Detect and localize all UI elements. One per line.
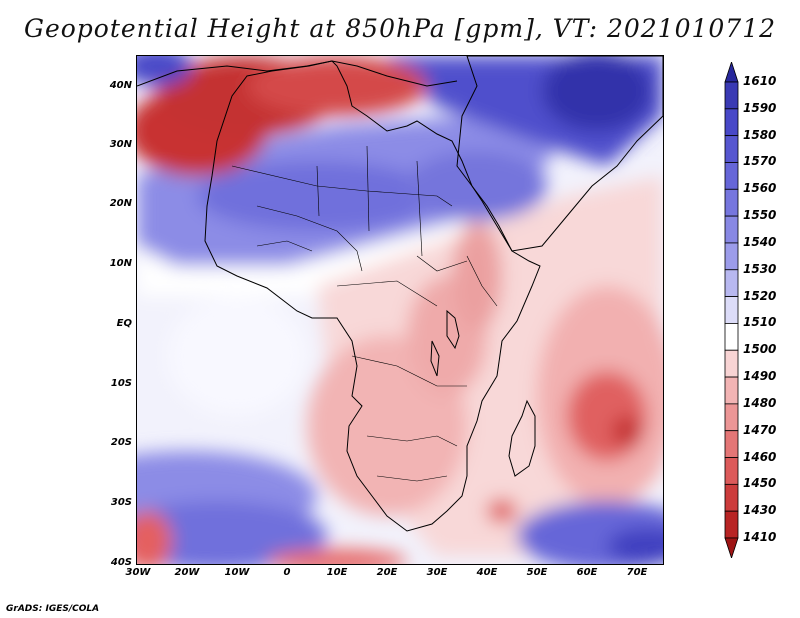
colorbar-label: 1510 [743, 315, 777, 330]
lon-label: 70E [626, 567, 648, 578]
colorbar-swatch [724, 537, 739, 558]
lon-label: 30E [426, 567, 448, 578]
colorbar-label: 1540 [743, 234, 777, 249]
colorbar-swatch [724, 81, 739, 110]
colorbar-label: 1490 [743, 369, 777, 384]
colorbar-swatch [724, 376, 739, 405]
colorbar-swatch [724, 188, 739, 217]
arabia-asia-coastline [456, 56, 663, 252]
colorbar-swatch [724, 483, 739, 512]
lon-label: 50E [526, 567, 548, 578]
colorbar-swatch [724, 323, 739, 351]
colorbar-swatch [724, 108, 739, 137]
lat-label: 30N [109, 139, 132, 150]
country-borders [231, 145, 498, 482]
coastlines [137, 56, 663, 532]
colorbar-swatch [724, 349, 739, 378]
colorbar-label: 1450 [743, 476, 777, 491]
lon-label: 20E [376, 567, 398, 578]
colorbar-label: 1580 [743, 127, 777, 142]
colorbar-label: 1410 [743, 530, 777, 544]
colorbar-label: 1460 [743, 449, 777, 464]
madagascar-coastline [508, 399, 536, 477]
lon-label: 30W [125, 567, 151, 578]
colorbar-label: 1560 [743, 181, 777, 196]
lat-label: 40N [109, 80, 132, 91]
lake-victoria [446, 309, 460, 350]
lat-label: 40S [110, 557, 132, 568]
europe-coastline [137, 60, 458, 87]
lon-label: 10W [224, 567, 250, 578]
lat-label: 30S [110, 497, 132, 508]
colorbar-label: 1610 [743, 74, 777, 88]
lat-label: EQ [116, 318, 132, 329]
lon-label: 0 [283, 567, 291, 578]
colorbar-label: 1570 [743, 154, 777, 169]
colorbar-label: 1520 [743, 288, 777, 303]
colorbar-swatch [724, 242, 739, 271]
lat-label: 20S [110, 437, 132, 448]
lat-label: 10S [110, 378, 132, 389]
colorbar-swatch [724, 430, 739, 458]
colorbar-label: 1530 [743, 261, 777, 276]
africa-coastline [204, 60, 541, 532]
grads-credit: GrADS: IGES/COLA [6, 604, 100, 614]
colorbar-label: 1500 [743, 342, 777, 357]
colorbar-swatch [724, 215, 739, 244]
colorbar-swatch [724, 135, 739, 163]
colorbar-swatch [724, 296, 739, 324]
colorbar-label: 1550 [743, 208, 777, 223]
chart-title: Geopotential Height at 850hPa [gpm], VT:… [23, 14, 777, 43]
colorbar-swatch [724, 457, 739, 485]
lon-label: 60E [576, 567, 598, 578]
colorbar-label: 1470 [743, 422, 777, 437]
height-field [137, 56, 663, 564]
colorbar [724, 62, 739, 558]
colorbar-label: 1590 [743, 100, 777, 115]
lon-label: 10E [326, 567, 348, 578]
colorbar-label: 1480 [743, 395, 777, 410]
colorbar-swatch [724, 269, 739, 297]
colorbar-swatch [724, 403, 739, 432]
lon-label: 20W [174, 567, 200, 578]
lake-tanganyika [430, 340, 440, 377]
colorbar-swatch [724, 510, 739, 539]
colorbar-label: 1430 [743, 503, 777, 518]
lat-label: 20N [109, 198, 132, 209]
lon-label: 40E [476, 567, 498, 578]
geopotential-map [136, 55, 664, 565]
colorbar-swatch [724, 162, 739, 190]
colorbar-swatch [724, 62, 739, 83]
lat-label: 10N [109, 258, 132, 269]
